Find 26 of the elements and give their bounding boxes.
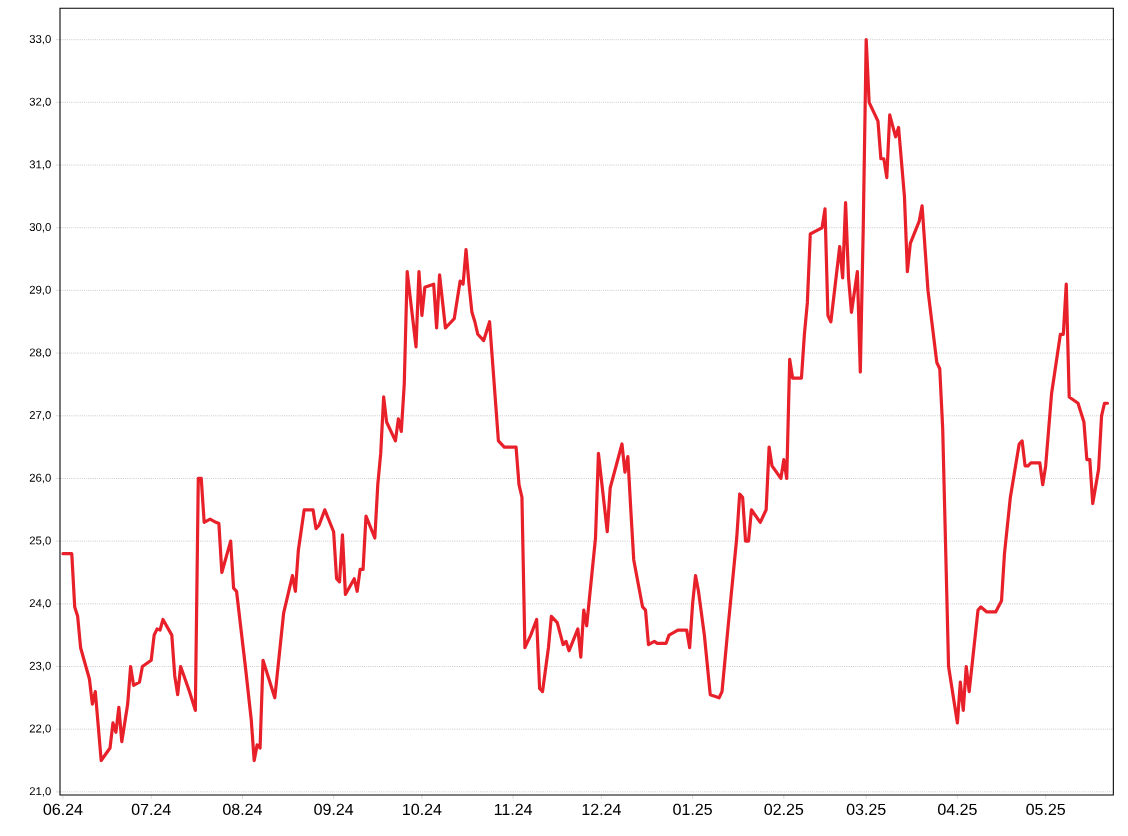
x-tick-label: 07.24 bbox=[131, 803, 171, 816]
y-tick-label: 32,0 bbox=[29, 97, 51, 108]
x-tick-label: 11.24 bbox=[494, 803, 533, 815]
y-tick-label: 33,0 bbox=[29, 35, 51, 45]
x-tick-label: 05.25 bbox=[1026, 803, 1065, 816]
x-tick-label: 06.24 bbox=[43, 803, 83, 816]
y-tick-label: 23,0 bbox=[29, 661, 51, 672]
y-tick-label: 31,0 bbox=[29, 160, 51, 170]
y-tick-label: 29,0 bbox=[29, 285, 51, 296]
y-tick-label: 21,0 bbox=[29, 787, 51, 797]
y-tick-label: 26,0 bbox=[29, 473, 51, 484]
x-tick-label: 09.24 bbox=[314, 803, 354, 816]
x-tick-label: 04.25 bbox=[938, 803, 977, 816]
line-series bbox=[61, 38, 1110, 763]
y-tick-label: 27,0 bbox=[29, 411, 51, 421]
y-tick-label: 30,0 bbox=[29, 223, 51, 233]
y-tick-label: 28,0 bbox=[29, 348, 51, 358]
y-tick-label: 24,0 bbox=[29, 599, 51, 609]
y-tick-label: 22,0 bbox=[29, 724, 51, 734]
x-tick-label: 01.25 bbox=[673, 803, 712, 816]
x-tick-label: 08.24 bbox=[223, 803, 262, 816]
x-tick-label: 10.24 bbox=[403, 803, 442, 816]
x-tick-label: 03.25 bbox=[846, 803, 886, 816]
y-tick-label: 25,0 bbox=[29, 536, 51, 546]
x-tick-label: 02.25 bbox=[764, 803, 804, 816]
x-tick-label: 12.24 bbox=[582, 803, 621, 815]
